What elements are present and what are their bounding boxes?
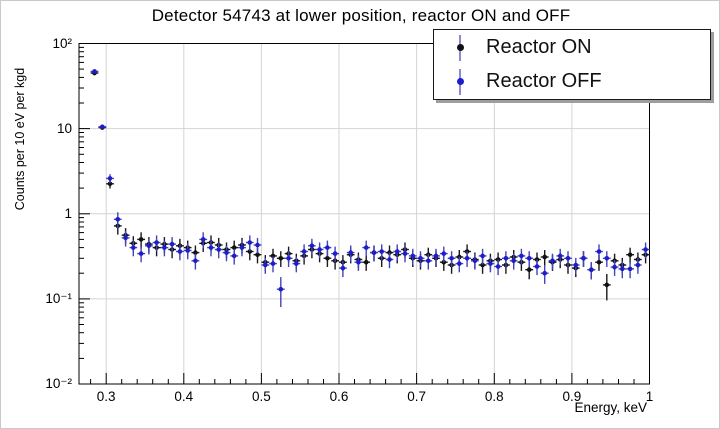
series-reactor-on xyxy=(90,70,650,301)
chart-title: Detector 54743 at lower position, reacto… xyxy=(151,6,571,25)
legend-label: Reactor ON xyxy=(486,36,592,58)
x-tick-label: 0.5 xyxy=(252,389,271,404)
x-tick-label: 0.4 xyxy=(174,389,194,404)
y-tick-label: 10² xyxy=(52,35,72,51)
x-tick-label: 0.3 xyxy=(96,389,116,404)
x-tick-label: 0.9 xyxy=(562,389,582,404)
errorbar-marker-icon xyxy=(434,33,486,63)
legend-entry-reactor-off: Reactor OFF xyxy=(434,65,710,98)
legend: Reactor ON Reactor OFF xyxy=(433,29,711,100)
x-tick-label: 1 xyxy=(645,389,654,404)
marker-dot-off xyxy=(456,78,464,85)
y-tick-label: 10⁻² xyxy=(45,376,72,391)
errorbar-marker-icon xyxy=(434,67,486,97)
x-tick-label: 0.7 xyxy=(407,389,427,404)
y-axis-title: Counts per 10 eV per kgd xyxy=(13,67,27,211)
y-tick-label: 1 xyxy=(64,205,72,221)
marker-dot-on xyxy=(456,44,464,51)
y-tick-label: 10 xyxy=(56,120,72,136)
legend-entry-reactor-on: Reactor ON xyxy=(434,31,710,64)
y-tick-label: 10⁻¹ xyxy=(45,290,72,306)
x-axis-title: Energy, keV xyxy=(574,400,647,415)
series-reactor-off xyxy=(90,69,650,308)
axis-ticks xyxy=(79,43,650,385)
x-tick-label: 0.6 xyxy=(329,389,349,404)
legend-label: Reactor OFF xyxy=(486,70,602,92)
plot-frame xyxy=(78,43,650,385)
x-tick-label: 0.8 xyxy=(484,389,504,404)
